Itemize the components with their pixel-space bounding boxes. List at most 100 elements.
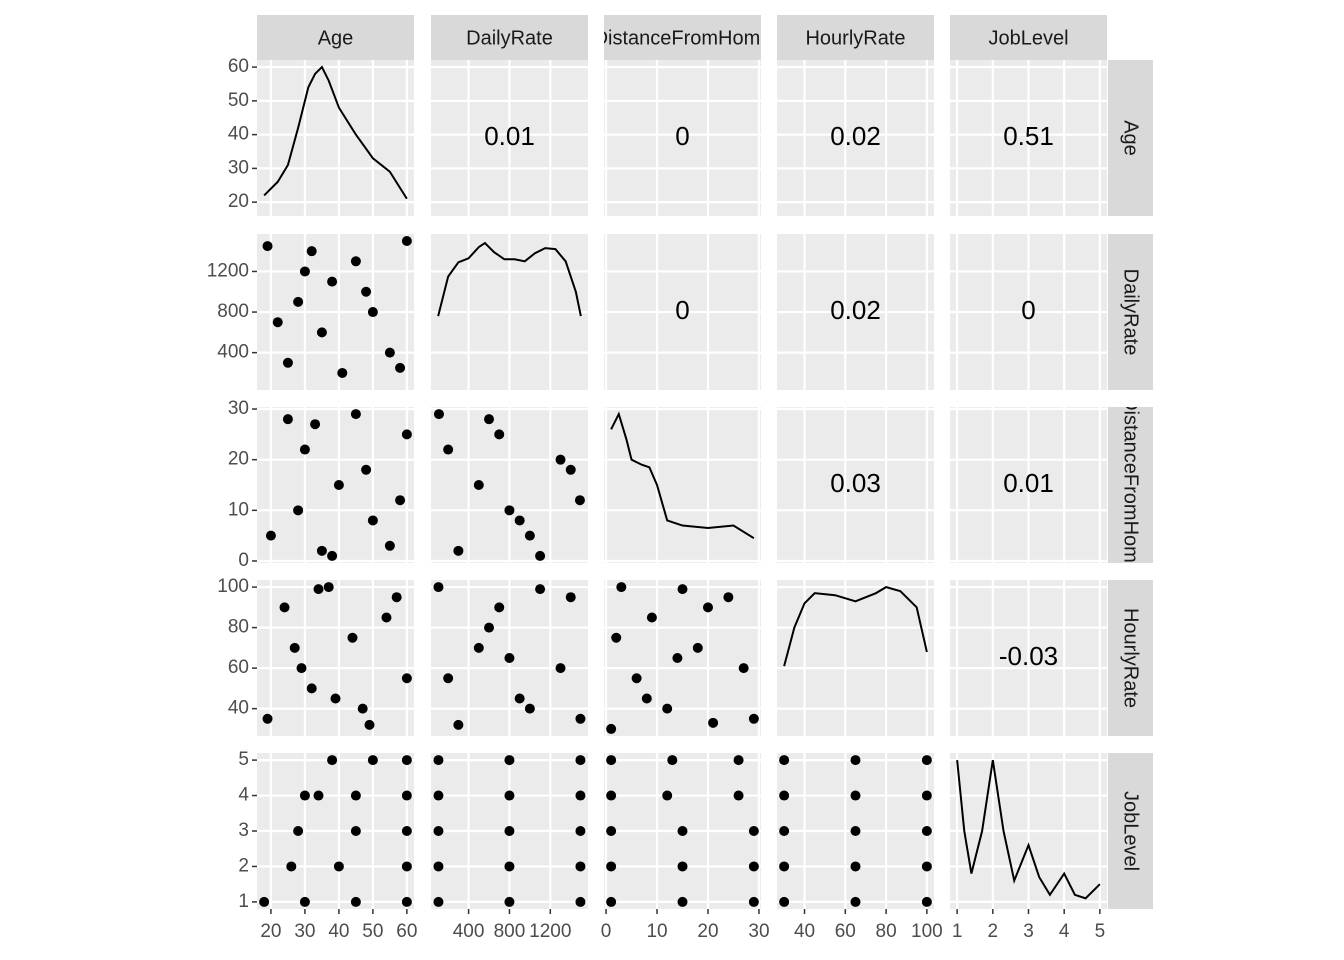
- x-tick-label: 2: [988, 921, 999, 942]
- point: [401, 826, 412, 836]
- y-tick-label: 1: [238, 891, 249, 912]
- point: [779, 790, 790, 801]
- point: [662, 790, 673, 801]
- y-tick-label: 20: [228, 191, 249, 212]
- point: [350, 790, 361, 801]
- point: [702, 602, 713, 613]
- point: [433, 582, 444, 593]
- panel: [777, 60, 934, 216]
- y-tick-label: 10: [228, 499, 249, 520]
- point: [606, 790, 617, 801]
- y-tick-label: 3: [238, 820, 249, 841]
- x-tick-label: 10: [646, 921, 667, 942]
- point: [606, 826, 617, 836]
- point: [779, 861, 790, 872]
- point: [299, 896, 310, 907]
- point: [367, 515, 378, 526]
- x-tick-label: 3: [1023, 921, 1034, 942]
- correlation-label: 0.01: [1003, 468, 1054, 498]
- x-tick-label: 20: [260, 921, 281, 942]
- point: [313, 584, 324, 595]
- point: [504, 755, 515, 766]
- point: [433, 861, 444, 872]
- strip-label: DailyRate: [1120, 269, 1142, 356]
- point: [779, 755, 790, 766]
- point: [289, 642, 300, 653]
- point: [535, 584, 546, 595]
- point: [555, 663, 566, 674]
- point: [433, 790, 444, 801]
- point: [443, 444, 454, 455]
- point: [850, 861, 861, 872]
- point: [293, 296, 304, 307]
- y-tick-label: 40: [228, 124, 249, 145]
- y-tick-label: 30: [228, 398, 249, 419]
- correlation-label: 0.02: [830, 121, 881, 151]
- point: [361, 464, 372, 475]
- point: [606, 723, 617, 734]
- point: [748, 713, 759, 724]
- point: [473, 480, 484, 490]
- y-tick-label: 20: [228, 449, 249, 470]
- point: [433, 755, 444, 766]
- point: [282, 357, 293, 368]
- density-line: [610, 411, 755, 540]
- point: [779, 896, 790, 907]
- point: [395, 495, 406, 506]
- y-tick-label: 40: [228, 698, 249, 719]
- correlation-label: 0: [675, 295, 689, 325]
- point: [316, 327, 327, 338]
- panel: [604, 60, 761, 216]
- density-line: [437, 241, 582, 317]
- x-tick-label: 50: [362, 921, 383, 942]
- point: [473, 642, 484, 653]
- point: [677, 861, 688, 872]
- correlation-label: 0: [1021, 295, 1035, 325]
- point: [514, 693, 525, 704]
- point: [555, 454, 566, 465]
- x-tick-label: 40: [794, 921, 815, 942]
- x-tick-label: 100: [911, 921, 943, 942]
- point: [453, 545, 464, 556]
- point: [514, 515, 525, 526]
- point: [391, 592, 402, 603]
- point: [310, 419, 321, 430]
- point: [282, 414, 293, 425]
- x-tick-label: 30: [748, 921, 769, 942]
- y-tick-label: 50: [228, 90, 249, 111]
- point: [574, 495, 585, 506]
- point: [367, 755, 378, 766]
- point: [299, 266, 310, 277]
- point: [850, 755, 861, 766]
- point: [850, 790, 861, 801]
- panel: [604, 580, 761, 736]
- y-tick-label: 4: [238, 785, 249, 806]
- point: [504, 826, 515, 836]
- point: [384, 540, 395, 551]
- point: [524, 703, 535, 714]
- point: [401, 236, 412, 247]
- correlation-label: -0.03: [999, 641, 1058, 671]
- point: [575, 896, 586, 907]
- point: [575, 790, 586, 801]
- x-tick-label: 4: [1059, 921, 1070, 942]
- right-strip: [1108, 234, 1153, 390]
- point: [313, 790, 324, 801]
- point: [575, 755, 586, 766]
- point: [306, 246, 317, 257]
- point: [347, 632, 358, 643]
- x-tick-label: 1200: [529, 921, 571, 942]
- point: [692, 642, 703, 653]
- point: [565, 464, 576, 475]
- point: [401, 755, 412, 766]
- y-tick-label: 1200: [207, 260, 249, 281]
- correlation-label: 0.01: [484, 121, 535, 151]
- point: [262, 713, 273, 724]
- point: [535, 550, 546, 561]
- panel: [257, 60, 414, 216]
- point: [350, 896, 361, 907]
- x-tick-label: 800: [494, 921, 526, 942]
- x-tick-label: 80: [876, 921, 897, 942]
- x-tick-label: 5: [1095, 921, 1106, 942]
